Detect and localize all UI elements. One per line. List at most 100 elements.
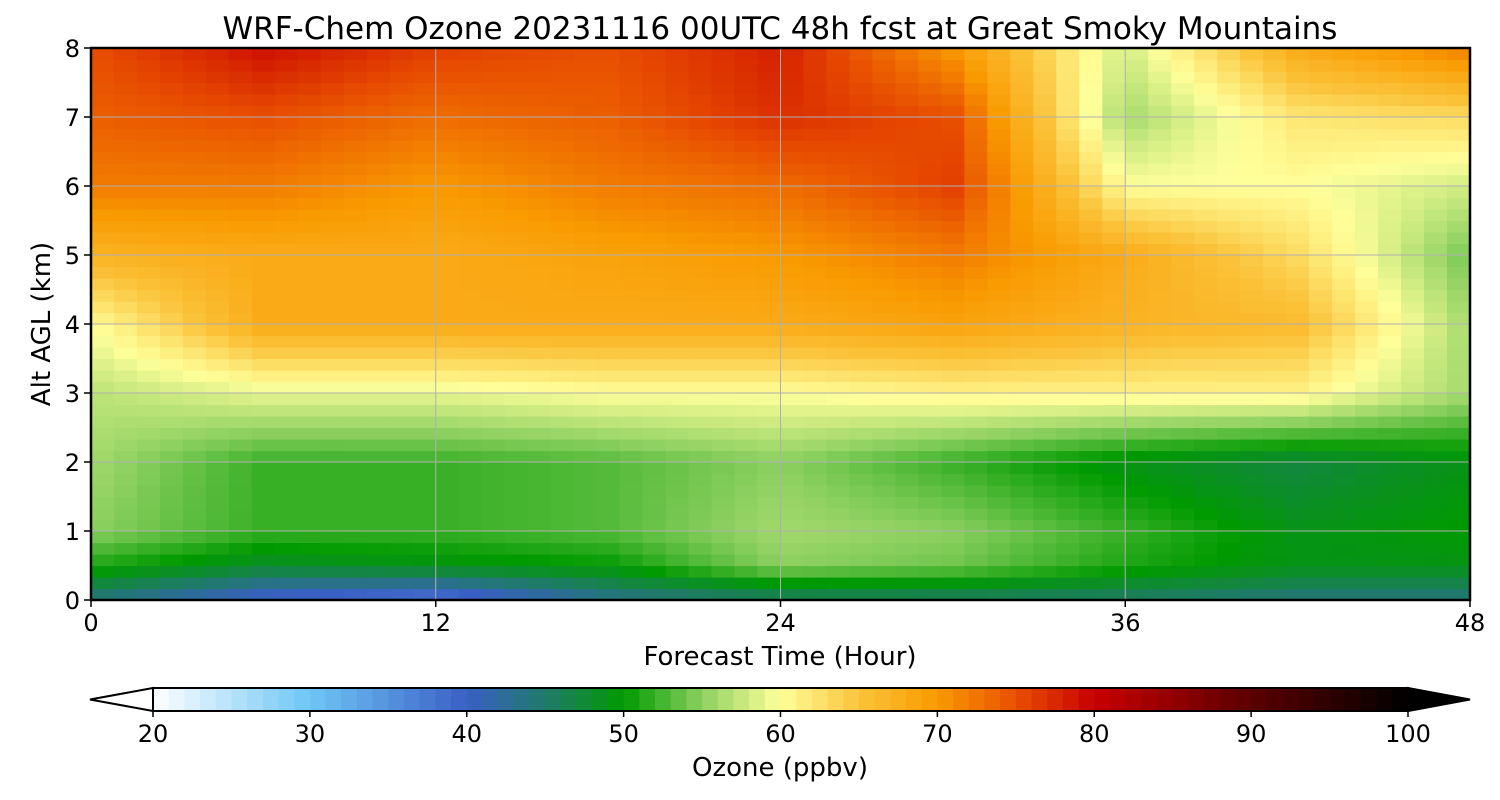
heatmap-cell	[665, 462, 690, 475]
heatmap-cell	[251, 531, 276, 544]
heatmap-cell	[734, 542, 759, 555]
heatmap-cell	[895, 473, 919, 486]
heatmap-cell	[1125, 209, 1149, 222]
heatmap-cell	[113, 462, 138, 475]
heatmap-cell	[1332, 324, 1356, 337]
heatmap-cell	[642, 370, 667, 383]
heatmap-cell	[435, 209, 460, 222]
heatmap-cell	[297, 324, 322, 337]
heatmap-cell	[366, 462, 391, 475]
heatmap-cell	[550, 128, 575, 141]
heatmap-cell	[91, 197, 115, 210]
heatmap-cell	[251, 439, 276, 452]
heatmap-cell	[251, 588, 276, 601]
heatmap-cell	[1332, 508, 1356, 521]
heatmap-cell	[205, 427, 230, 440]
heatmap-cell	[274, 312, 299, 325]
heatmap-cell	[780, 485, 805, 498]
heatmap-cell	[895, 197, 919, 210]
heatmap-cell	[389, 473, 414, 486]
heatmap-cell	[1401, 186, 1425, 199]
heatmap-cell	[941, 347, 965, 360]
heatmap-cell	[1447, 278, 1471, 291]
heatmap-cell	[757, 508, 782, 521]
heatmap-cell	[1194, 163, 1218, 176]
heatmap-cell	[550, 335, 575, 348]
heatmap-cell	[527, 94, 552, 107]
heatmap-cell	[1102, 59, 1126, 72]
heatmap-cell	[619, 416, 644, 429]
heatmap-cell	[596, 289, 621, 302]
heatmap-cell	[918, 140, 942, 153]
heatmap-cell	[1125, 94, 1149, 107]
heatmap-cell	[573, 255, 598, 268]
heatmap-cell	[596, 278, 621, 291]
heatmap-cell	[619, 370, 644, 383]
heatmap-cell	[435, 393, 460, 406]
heatmap-cell	[757, 232, 782, 245]
colorbar-swatch	[294, 688, 311, 711]
heatmap-cell	[389, 393, 414, 406]
heatmap-cell	[481, 450, 506, 463]
heatmap-cell	[849, 473, 874, 486]
heatmap-cell	[1056, 404, 1080, 417]
heatmap-cell	[504, 117, 529, 130]
heatmap-cell	[849, 140, 874, 153]
heatmap-cell	[1194, 462, 1218, 475]
heatmap-cell	[757, 186, 782, 199]
heatmap-cell	[1102, 48, 1126, 61]
heatmap-cell	[1079, 105, 1103, 118]
heatmap-cell	[251, 462, 276, 475]
heatmap-cell	[389, 335, 414, 348]
heatmap-cell	[136, 531, 161, 544]
heatmap-cell	[504, 473, 529, 486]
heatmap-cell	[91, 427, 115, 440]
heatmap-cell	[1171, 94, 1195, 107]
heatmap-cell	[343, 588, 368, 601]
heatmap-cell	[1424, 554, 1448, 567]
heatmap-cell	[251, 266, 276, 279]
heatmap-cell	[918, 232, 942, 245]
colorbar-swatch	[1078, 688, 1095, 711]
heatmap-cell	[228, 232, 253, 245]
heatmap-cell	[619, 140, 644, 153]
heatmap-cell	[619, 554, 644, 567]
heatmap-cell	[1102, 335, 1126, 348]
heatmap-cell	[435, 186, 460, 199]
heatmap-cell	[343, 542, 368, 555]
heatmap-cell	[1401, 565, 1425, 578]
heatmap-cell	[918, 347, 942, 360]
heatmap-cell	[688, 105, 713, 118]
heatmap-cell	[251, 255, 276, 268]
heatmap-cell	[320, 542, 345, 555]
colorbar-swatch	[1219, 688, 1236, 711]
heatmap-cell	[895, 519, 919, 532]
heatmap-cell	[435, 151, 460, 164]
heatmap-cell	[366, 301, 391, 314]
heatmap-cell	[1033, 174, 1057, 187]
heatmap-cell	[251, 82, 276, 95]
heatmap-cell	[366, 519, 391, 532]
heatmap-cell	[1355, 105, 1379, 118]
heatmap-cell	[527, 358, 552, 371]
heatmap-cell	[642, 508, 667, 521]
heatmap-cell	[1033, 519, 1057, 532]
heatmap-cell	[1102, 347, 1126, 360]
colorbar-swatch	[796, 688, 813, 711]
heatmap-cell	[573, 59, 598, 72]
heatmap-cell	[274, 59, 299, 72]
heatmap-cell	[1079, 416, 1103, 429]
heatmap-cell	[435, 439, 460, 452]
heatmap-cell	[136, 82, 161, 95]
heatmap-cell	[780, 243, 805, 256]
heatmap-cell	[1148, 266, 1172, 279]
heatmap-cell	[1148, 416, 1172, 429]
heatmap-cell	[320, 163, 345, 176]
heatmap-cell	[711, 393, 736, 406]
heatmap-cell	[343, 82, 368, 95]
heatmap-cell	[412, 370, 437, 383]
colorbar-swatch	[717, 688, 734, 711]
heatmap-cell	[596, 324, 621, 337]
colorbar-swatch	[702, 688, 719, 711]
heatmap-cell	[159, 439, 184, 452]
